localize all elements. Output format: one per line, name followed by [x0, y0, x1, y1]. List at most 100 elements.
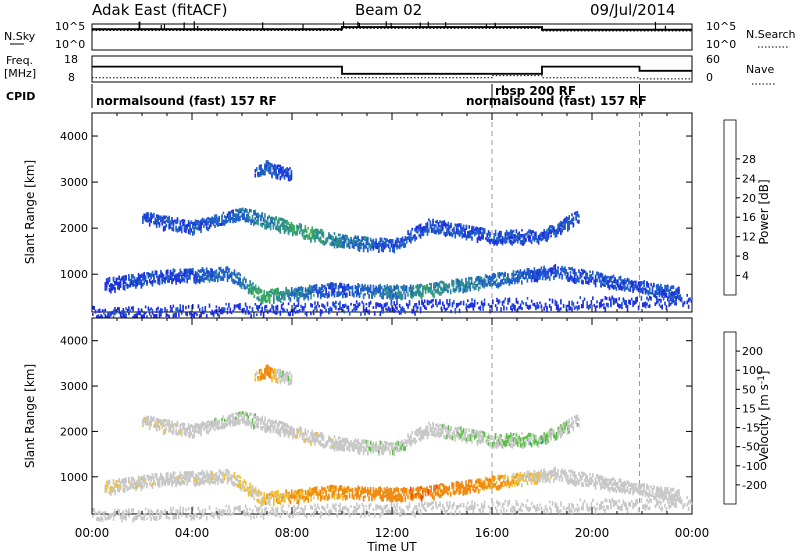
scatter-cell [378, 247, 380, 251]
scatter-cell [278, 373, 280, 377]
scatter-cell [264, 170, 266, 176]
scatter-cell [268, 425, 270, 429]
scatter-cell [250, 289, 253, 295]
scatter-cell [110, 486, 112, 492]
scatter-cell [403, 442, 405, 448]
scatter-cell [476, 432, 479, 438]
scatter-cell [107, 481, 109, 487]
scatter-cell [458, 230, 461, 236]
scatter-cell [262, 421, 265, 425]
scatter-cell [401, 243, 404, 247]
scatter-cell [404, 243, 407, 248]
scatter-cell [233, 417, 236, 421]
scatter-cell [168, 419, 170, 424]
scatter-cell [487, 442, 490, 446]
scatter-cell [221, 417, 223, 421]
scatter-cell [123, 487, 126, 492]
scatter-cell [408, 288, 411, 292]
scatter-cell [436, 423, 438, 428]
scatter-cell [571, 300, 573, 306]
scatter-cell [257, 215, 259, 219]
scatter-cell [532, 235, 534, 241]
scatter-cell [451, 435, 454, 441]
scatter-cell [200, 277, 202, 282]
scatter-cell [207, 277, 209, 281]
scatter-cell [110, 283, 112, 289]
scatter-cell [343, 235, 345, 239]
scatter-cell [272, 166, 275, 170]
scatter-cell [278, 420, 280, 425]
scatter-cell [561, 427, 563, 432]
cpid-mode-1: normalsound (fast) 157 RF [96, 94, 277, 108]
scatter-cell [210, 267, 212, 272]
scatter-cell [533, 434, 536, 439]
scatter-cell [314, 237, 316, 243]
scatter-cell [358, 284, 361, 288]
scatter-cell [522, 240, 525, 246]
scatter-cell [567, 422, 569, 428]
scatter-cell [518, 233, 520, 236]
scatter-cell [171, 217, 173, 221]
scatter-cell [300, 429, 302, 434]
scatter-cell [646, 302, 648, 306]
scatter-cell [146, 315, 148, 319]
scatter-cell [622, 279, 625, 285]
scatter-cell [259, 298, 261, 302]
scatter-cell [608, 296, 611, 301]
scatter-cell [418, 437, 420, 441]
scatter-cell [185, 271, 187, 275]
cpid-mode-2: rbsp 200 RF [495, 84, 576, 98]
scatter-cell [635, 297, 637, 303]
scatter-cell [615, 279, 618, 283]
scatter-cell [462, 436, 465, 441]
scatter-cell [364, 311, 366, 316]
scatter-cell [247, 216, 250, 220]
scatter-cell [217, 222, 219, 227]
scatter-cell [419, 437, 422, 441]
scatter-cell [587, 305, 590, 311]
scatter-cell [654, 290, 657, 294]
scatter-cell [190, 311, 193, 317]
scatter-cell [548, 428, 551, 434]
scatter-cell [246, 284, 249, 289]
scatter-cell [312, 234, 315, 238]
scatter-cell [482, 302, 484, 308]
scatter-cell [203, 272, 205, 277]
scatter-cell [140, 279, 143, 284]
scatter-cell [321, 443, 323, 447]
scatter-cell [266, 291, 268, 297]
scatter-cell [394, 447, 397, 451]
scatter-cell [128, 486, 130, 491]
scatter-cell [632, 287, 634, 290]
scatter-cell [558, 307, 561, 312]
scatter-cell [410, 443, 412, 447]
scatter-cell [357, 448, 359, 454]
scatter-cell [430, 299, 433, 304]
scatter-cell [119, 481, 122, 486]
scatter-cell [128, 274, 130, 278]
scatter-cell [287, 425, 290, 429]
scatter-cell [297, 286, 300, 292]
scatter-cell [601, 277, 604, 281]
scatter-cell [292, 427, 294, 433]
scatter-cell [392, 306, 394, 311]
scatter-cell [304, 228, 307, 232]
scatter-cell [376, 302, 379, 307]
scatter-cell [279, 164, 282, 168]
scatter-cell [565, 304, 568, 310]
scatter-cell [392, 243, 394, 249]
scatter-cell [432, 220, 434, 226]
scatter-cell [561, 432, 563, 436]
scatter-cell [379, 237, 382, 242]
scatter-cell [333, 232, 336, 236]
scatter-cell [494, 433, 497, 439]
scatter-cell [487, 232, 490, 236]
scatter-cell [433, 287, 435, 291]
scatter-cell [478, 234, 480, 238]
scatter-cell [362, 287, 365, 292]
scatter-cell [547, 273, 550, 279]
scatter-cell [423, 226, 426, 230]
scatter-cell [186, 273, 188, 278]
scatter-cell [529, 235, 532, 238]
scatter-cell [268, 428, 270, 431]
